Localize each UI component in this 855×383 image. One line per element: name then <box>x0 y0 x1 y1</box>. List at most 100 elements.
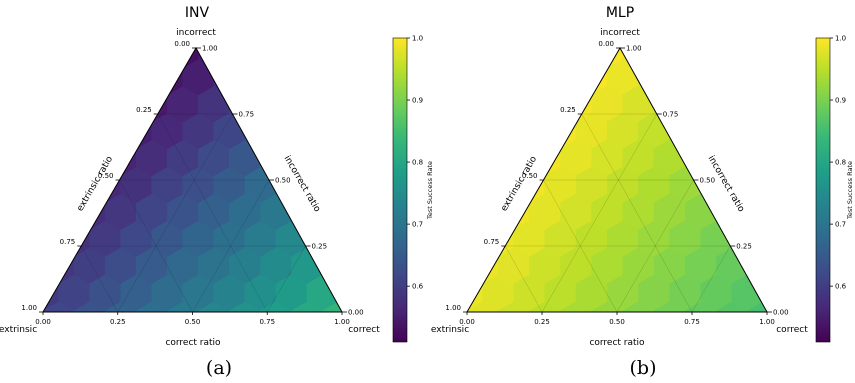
tick-label: 0.00 <box>459 318 475 326</box>
hexbin-cell <box>779 193 810 229</box>
tick-label: 0.50 <box>700 177 716 185</box>
gridline <box>157 113 268 313</box>
colorbar-tick-label: 0.7 <box>412 221 423 229</box>
hexbin-cell <box>762 111 767 149</box>
hexbin-cell <box>467 111 483 149</box>
tick-label: 0.00 <box>174 40 190 48</box>
hexbin-cell <box>354 247 385 283</box>
tick-label: 0.00 <box>598 40 614 48</box>
colorbar-tick-label: 0.8 <box>412 159 423 167</box>
hexbin-layer <box>42 5 385 313</box>
hexbin-cell <box>482 57 515 95</box>
hexbin-cell <box>467 84 499 122</box>
gridline <box>81 245 118 313</box>
tick-label: 0.00 <box>773 309 789 317</box>
tick-label: 0.00 <box>348 309 364 317</box>
gridline <box>505 245 543 313</box>
gridline <box>192 179 270 313</box>
tick-label: 1.00 <box>202 45 218 53</box>
hexbin-cell <box>779 31 810 67</box>
hexbin-cell <box>322 193 342 230</box>
hexbin-cell <box>639 4 670 40</box>
panel-title: MLP <box>606 5 634 21</box>
gridline <box>541 113 657 313</box>
panel-inv: INV 0.00 0.25 0.50 0.75 1.000.000.250.500.75… <box>0 5 434 379</box>
hexbin-cell <box>90 5 121 41</box>
hexbin-cell <box>245 5 276 41</box>
hexbin-cell <box>337 273 342 311</box>
hexbin-cell <box>467 138 468 176</box>
colorbar-gradient <box>392 37 408 343</box>
hexbin-cell <box>700 57 733 95</box>
tick-label: 0.75 <box>684 318 700 326</box>
panel-mlp: MLP 0.00 0.25 0.50 0.75 1.000.000.250.500.75… <box>431 4 854 379</box>
hexbin-cell <box>337 112 342 150</box>
hexbin-cell <box>338 5 369 41</box>
hexbin-cell <box>43 166 59 203</box>
hexbin-cell <box>337 166 342 203</box>
tick-label: 0.75 <box>484 238 500 246</box>
hexbin-cell <box>514 4 545 40</box>
hexbin-cell <box>322 139 342 177</box>
hexbin-cell <box>779 247 810 283</box>
gridline <box>117 113 233 313</box>
hexbin-cell <box>214 5 245 41</box>
tick-label: 1.00 <box>759 318 775 326</box>
hexbin-cell <box>291 48 324 69</box>
hexbin-cell <box>354 32 385 68</box>
hexbin-cell <box>700 111 733 149</box>
tick-label: 0.50 <box>275 177 291 185</box>
hexbin-cell <box>467 48 468 68</box>
colorbar-tick-label: 0.6 <box>412 283 424 291</box>
gridline <box>267 245 306 313</box>
colorbar-ticks: 0.6 0.7 0.8 0.9 1.0 <box>407 35 424 291</box>
hexbin-cell <box>121 5 152 41</box>
hexbin-cell <box>43 247 44 284</box>
hexbin-cell <box>73 85 106 123</box>
tick-label: 0.50 <box>185 318 201 326</box>
hexbin-cell <box>306 220 339 257</box>
hexbin-cell <box>560 48 593 68</box>
gridline <box>119 179 193 313</box>
hexbin-cell <box>43 85 44 123</box>
hexbin-cell <box>43 85 75 123</box>
hexbin-cell <box>716 84 748 122</box>
hexbin-cell <box>43 48 44 69</box>
colorbar-tick-label: 0.6 <box>835 283 847 291</box>
colorbar-ticks: 0.6 0.7 0.8 0.9 1.0 <box>830 35 847 291</box>
tick-label: 0.25 <box>136 106 152 114</box>
ternary-ticks: 0.00 0.25 0.50 0.75 1.000.000.250.500.751.00… <box>21 40 363 326</box>
tick-label: 1.00 <box>445 304 461 312</box>
hexbin-cell <box>306 112 339 150</box>
corner-label-top: incorrect <box>176 28 216 38</box>
colorbar: 0.6 0.7 0.8 0.9 1.0 Test Success Rate <box>815 35 854 343</box>
hexbin-cell <box>513 111 546 149</box>
hexbin-cell <box>307 5 338 41</box>
hexbin-cell <box>337 58 342 96</box>
colorbar-gradient <box>815 37 831 343</box>
hexbin-cell <box>59 5 90 41</box>
hexbin-cell <box>43 193 75 230</box>
colorbar-tick-label: 0.8 <box>835 159 846 167</box>
hexbin-cell <box>467 84 468 122</box>
hexbin-cell <box>260 85 292 123</box>
hexbin-layer <box>451 4 810 313</box>
tick-label: 0.25 <box>534 318 550 326</box>
hexbin-cell <box>467 246 468 284</box>
tick-label: 0.50 <box>522 172 538 180</box>
hexbin-cell <box>58 58 90 96</box>
hexbin-cell <box>451 4 482 40</box>
hexbin-cell <box>763 4 794 40</box>
hexbin-cell <box>483 4 514 40</box>
hexbin-cell <box>529 84 561 122</box>
hexbin-cell <box>545 4 576 40</box>
hexbin-cell <box>89 58 121 96</box>
hexbin-cell <box>747 192 767 230</box>
tick-label: 0.75 <box>60 238 76 246</box>
hexbin-cell <box>731 111 764 149</box>
hexbin-cell <box>747 84 767 122</box>
gridline <box>581 113 693 313</box>
hexbin-cell <box>762 273 767 311</box>
ternary-ticks: 0.00 0.25 0.50 0.75 1.000.000.250.500.751.00… <box>445 40 788 326</box>
hexbin-cell <box>43 112 59 150</box>
